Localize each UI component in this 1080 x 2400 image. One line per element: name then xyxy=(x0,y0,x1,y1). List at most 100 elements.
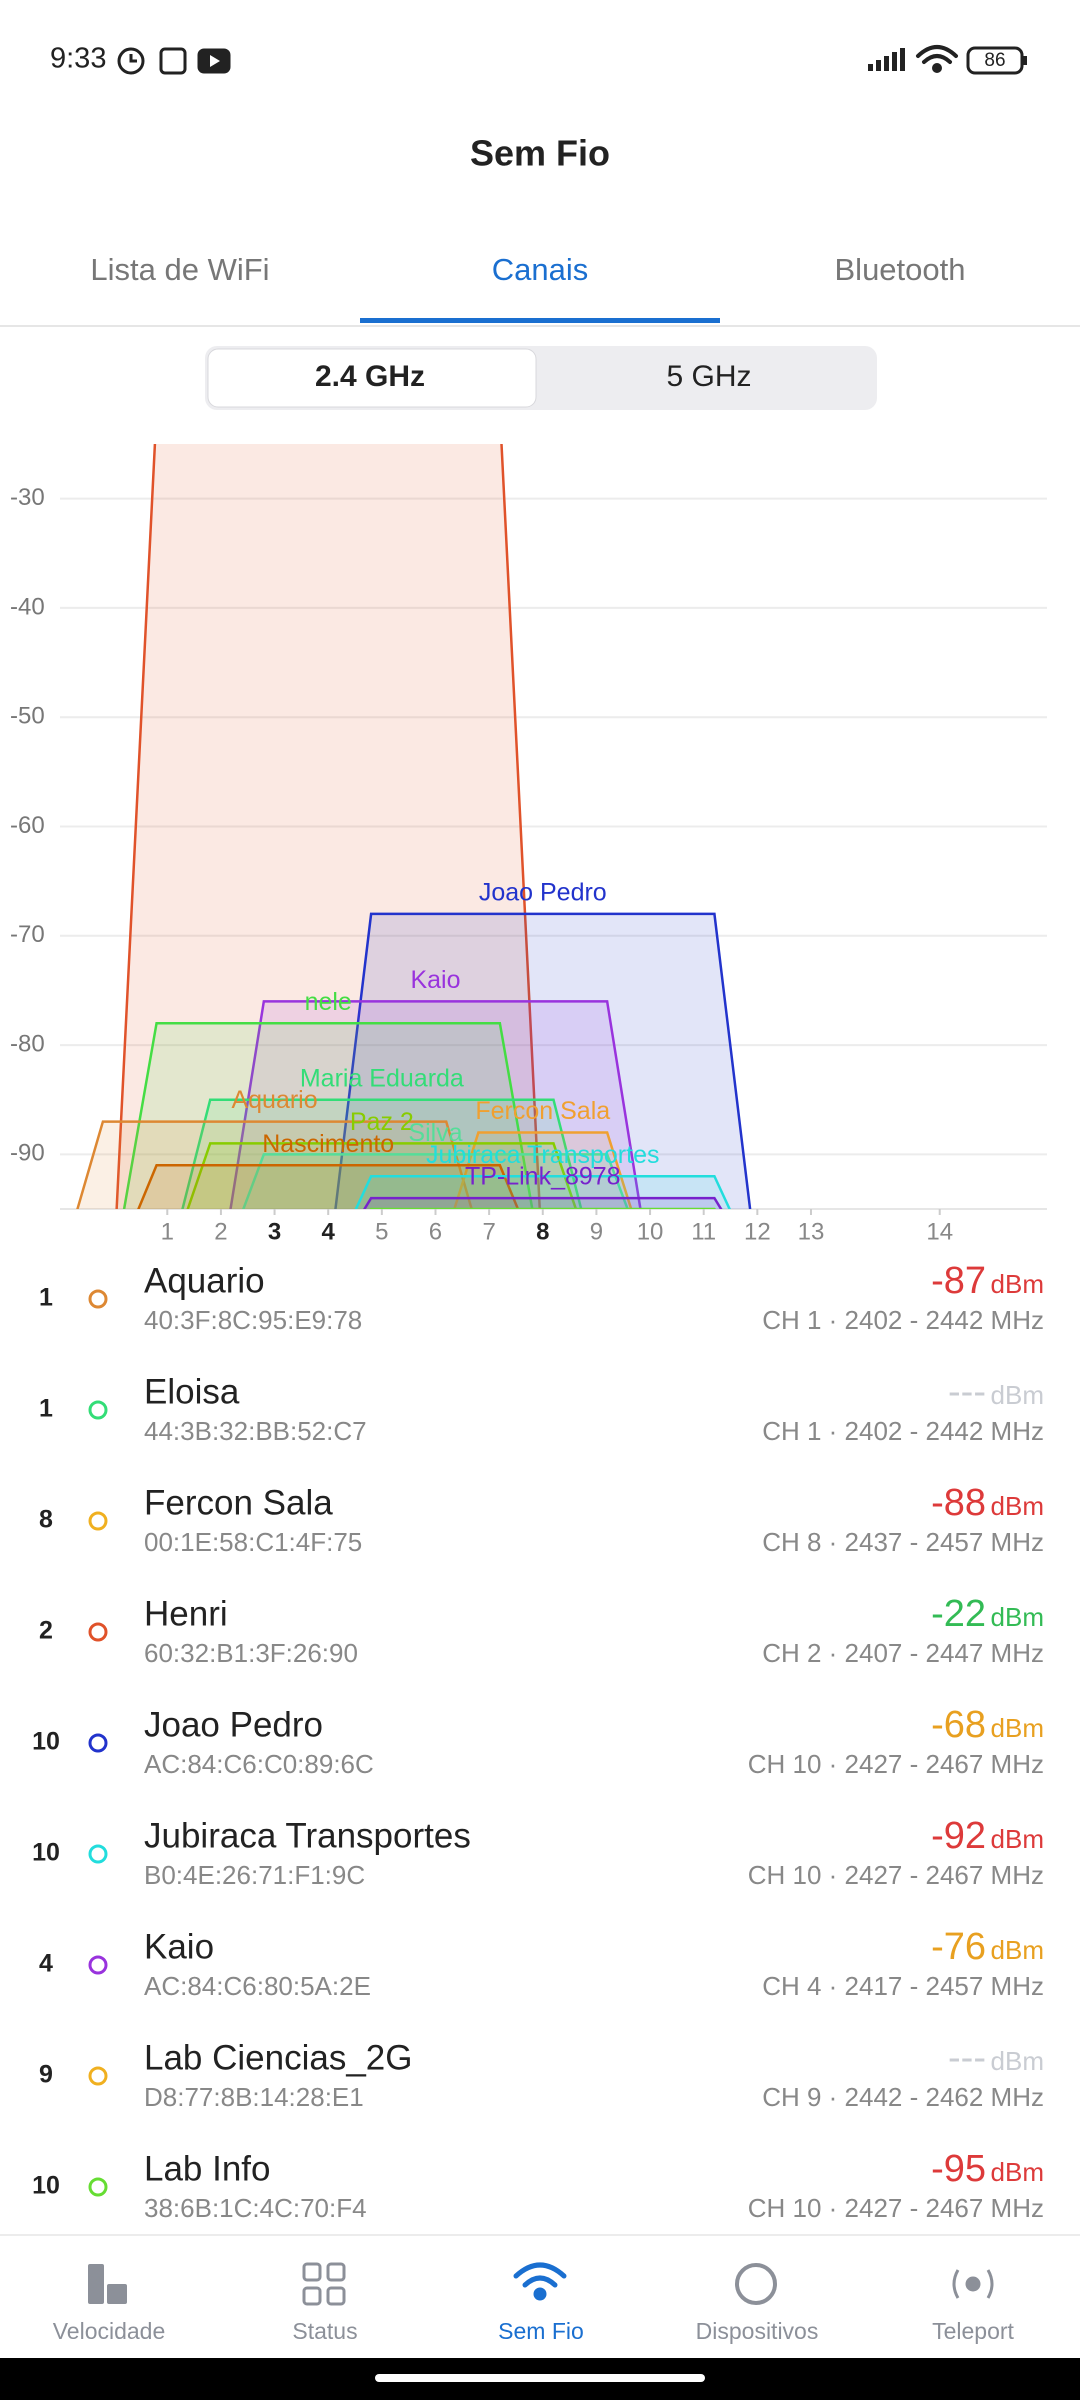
network-details: CH 1 · 2402 - 2442 MHz xyxy=(762,1305,1044,1335)
network-signal: -95 xyxy=(931,2148,986,2190)
network-name[interactable]: Kaio xyxy=(144,1927,214,1966)
x-tick-label: 9 xyxy=(590,1218,603,1245)
battery xyxy=(966,46,1024,75)
network-dot xyxy=(88,1289,108,1309)
band-selected xyxy=(207,348,537,408)
y-tick-label: -60 xyxy=(10,812,45,839)
band-option[interactable]: 5 GHz xyxy=(666,360,751,393)
network-signal xyxy=(363,1196,723,1209)
network-name[interactable]: Henri xyxy=(144,1594,228,1633)
network-channel: 10 xyxy=(32,2172,60,2200)
network-name[interactable]: Joao Pedro xyxy=(144,1705,323,1744)
band-option[interactable]: 2.4 GHz xyxy=(315,360,425,393)
network-signal: --- xyxy=(948,2037,986,2079)
network-signal: --- xyxy=(948,1371,986,1413)
wifi-icon xyxy=(916,45,958,73)
nav-icon-teleport xyxy=(952,2269,994,2299)
network-name[interactable]: Aquario xyxy=(144,1261,265,1300)
network-unit: dBm xyxy=(991,1824,1044,1854)
network-mac: D8:77:8B:14:28:E1 xyxy=(144,2082,364,2112)
divider xyxy=(0,325,1080,327)
x-tick-label: 1 xyxy=(161,1218,174,1245)
network-label: Joao Pedro xyxy=(479,879,607,907)
network-signal xyxy=(115,444,542,1209)
nav-icon-speed xyxy=(88,2264,127,2304)
y-tick-label: -80 xyxy=(10,1030,45,1057)
network-dot xyxy=(88,2066,108,2086)
network-channel: 8 xyxy=(39,1506,53,1534)
y-tick-label: -90 xyxy=(10,1140,45,1167)
network-label: Nascimento xyxy=(262,1130,394,1158)
nav-label[interactable]: Velocidade xyxy=(53,2318,166,2344)
network-dot xyxy=(88,1400,108,1420)
network-dot xyxy=(88,1622,108,1642)
network-unit: dBm xyxy=(991,1935,1044,1965)
network-mac: AC:84:C6:80:5A:2E xyxy=(144,1971,371,2001)
nav-label[interactable]: Dispositivos xyxy=(696,2318,819,2344)
battery-level: 86 xyxy=(984,50,1005,71)
network-details: CH 1 · 2402 - 2442 MHz xyxy=(762,1416,1044,1446)
nav-label[interactable]: Sem Fio xyxy=(498,2318,584,2344)
x-tick-label: 6 xyxy=(429,1218,442,1245)
network-details: CH 10 · 2427 - 2467 MHz xyxy=(748,1860,1044,1890)
x-tick-label: 13 xyxy=(798,1218,825,1245)
network-channel: 9 xyxy=(39,2061,53,2089)
tab[interactable]: Lista de WiFi xyxy=(90,252,269,287)
network-name[interactable]: Lab Ciencias_2G xyxy=(144,2038,413,2077)
y-tick-label: -50 xyxy=(10,703,45,730)
network-details: CH 2 · 2407 - 2447 MHz xyxy=(762,1638,1044,1668)
nav-label[interactable]: Teleport xyxy=(932,2318,1014,2344)
network-details: CH 10 · 2427 - 2467 MHz xyxy=(748,2193,1044,2223)
network-mac: AC:84:C6:C0:89:6C xyxy=(144,1749,374,1779)
network-channel: 2 xyxy=(39,1617,53,1645)
network-dot xyxy=(88,1955,108,1975)
network-channel: 4 xyxy=(39,1950,53,1978)
x-tick-label: 7 xyxy=(482,1218,495,1245)
tab[interactable]: Canais xyxy=(492,252,589,287)
network-label: nele xyxy=(305,988,352,1016)
network-signal xyxy=(334,912,752,1209)
y-tick-label: -70 xyxy=(10,921,45,948)
network-mac: B0:4E:26:71:F1:9C xyxy=(144,1860,365,1890)
network-unit: dBm xyxy=(991,1713,1044,1743)
network-signal xyxy=(354,1174,731,1209)
network-signal xyxy=(242,1153,629,1209)
y-tick-label: -30 xyxy=(10,484,45,511)
home-indicator xyxy=(375,2374,705,2382)
page-title: Sem Fio xyxy=(470,133,610,174)
x-tick-label: 8 xyxy=(536,1218,549,1245)
nav-icon-devices xyxy=(735,2263,777,2305)
nav-icon-wifi xyxy=(513,2262,567,2301)
network-mac: 44:3B:32:BB:52:C7 xyxy=(144,1416,367,1446)
x-tick-label: 5 xyxy=(375,1218,388,1245)
network-unit: dBm xyxy=(991,2046,1044,2076)
tab-indicator xyxy=(360,318,720,323)
channel-chart: -30-40-50-60-70-80-901 2 3 4 5 6 7 8 9 10 11 12 13 14… xyxy=(10,444,1047,1245)
network-name[interactable]: Fercon Sala xyxy=(144,1483,333,1522)
plot-area xyxy=(76,444,752,1209)
network-dot xyxy=(88,2177,108,2197)
network-label: Silva xyxy=(408,1119,462,1147)
x-tick-label: 11 xyxy=(691,1218,716,1245)
status-time: 9:33 xyxy=(50,43,106,75)
x-tick-label: 4 xyxy=(322,1218,336,1245)
network-unit: dBm xyxy=(991,1602,1044,1632)
network-name[interactable]: Jubiraca Transportes xyxy=(144,1816,471,1855)
network-name[interactable]: Lab Info xyxy=(144,2149,271,2188)
network-name[interactable]: Eloisa xyxy=(144,1372,240,1411)
band-options: 2.4 GHz 5 GHz xyxy=(207,348,752,408)
nav-label[interactable]: Status xyxy=(292,2318,357,2344)
network-details: CH 9 · 2442 - 2462 MHz xyxy=(762,2082,1044,2112)
tab[interactable]: Bluetooth xyxy=(835,252,966,287)
network-signal: -22 xyxy=(931,1593,986,1635)
network-channel: 10 xyxy=(32,1839,60,1867)
status-icons xyxy=(117,47,231,75)
network-label: Jubiraca Transportes xyxy=(426,1141,659,1169)
network-details: CH 10 · 2427 - 2467 MHz xyxy=(748,1749,1044,1779)
network-mac: 00:1E:58:C1:4F:75 xyxy=(144,1527,362,1557)
network-mac: 38:6B:1C:4C:70:F4 xyxy=(144,2193,367,2223)
network-channel: 1 xyxy=(39,1284,53,1312)
nav-icon-status xyxy=(302,2262,346,2306)
